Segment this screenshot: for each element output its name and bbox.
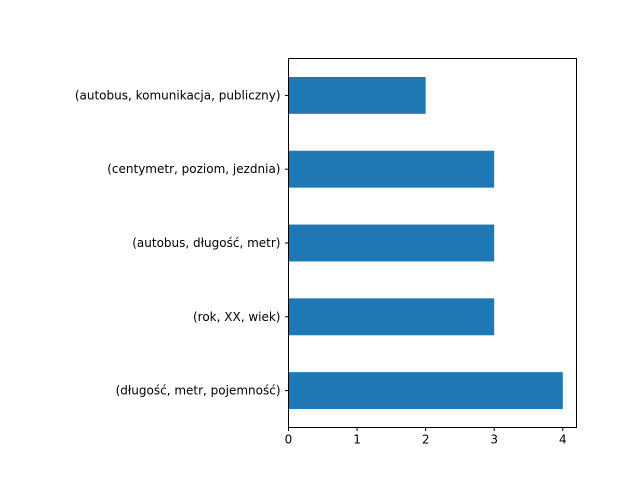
bar xyxy=(288,372,563,410)
bar xyxy=(288,76,426,114)
bars-group xyxy=(288,76,563,410)
y-tick-label: (autobus, długość, metr) xyxy=(132,236,280,250)
x-tick-label: 4 xyxy=(559,433,567,447)
bar xyxy=(288,298,495,336)
x-tick-label: 1 xyxy=(353,433,361,447)
x-tick-label: 3 xyxy=(490,433,498,447)
x-tick-label: 2 xyxy=(422,433,430,447)
bar xyxy=(288,224,495,262)
y-axis: (autobus, komunikacja, publiczny) (centym… xyxy=(75,88,289,398)
x-tick-label: 0 xyxy=(285,433,293,447)
x-axis: 0 1 2 3 4 xyxy=(285,427,567,447)
y-tick-label: (długość, metr, pojemność) xyxy=(116,384,281,398)
y-tick-label: (autobus, komunikacja, publiczny) xyxy=(75,88,281,102)
y-tick-label: (rok, XX, wiek) xyxy=(193,310,281,324)
bar xyxy=(288,150,495,188)
y-tick-label: (centymetr, poziom, jezdnia) xyxy=(107,162,280,176)
